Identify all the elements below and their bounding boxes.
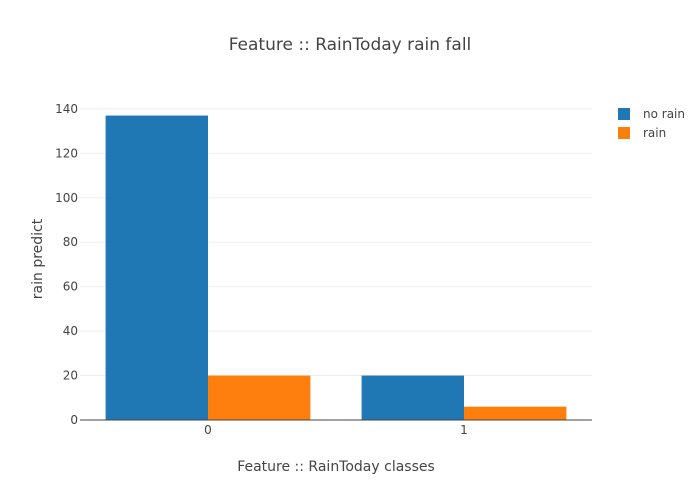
x-axis-title: Feature :: RainToday classes — [237, 459, 435, 475]
y-tick-label: 60 — [63, 280, 78, 294]
bar-rain-1[interactable] — [464, 406, 567, 420]
legend: no rain rain — [618, 107, 685, 140]
bar-no-rain-0[interactable] — [105, 115, 208, 421]
bar-no-rain-1[interactable] — [361, 375, 464, 420]
y-tick-label: 140 — [55, 102, 78, 116]
chart-title: Feature :: RainToday rain fall — [229, 35, 472, 55]
bars — [105, 115, 567, 421]
y-tick-label: 100 — [55, 191, 78, 205]
y-tick-label: 0 — [70, 413, 78, 427]
y-axis-title: rain predict — [30, 218, 46, 299]
legend-label-no-rain[interactable]: no rain — [643, 107, 685, 121]
legend-label-rain[interactable]: rain — [643, 126, 666, 140]
legend-swatch-no-rain[interactable] — [618, 108, 630, 120]
legend-swatch-rain[interactable] — [618, 127, 630, 139]
y-tick-label: 20 — [63, 369, 78, 383]
x-tick-label: 0 — [204, 423, 212, 437]
y-tick-labels: 0 20 40 60 80 100 120 140 — [55, 102, 78, 427]
x-tick-label: 1 — [460, 423, 468, 437]
y-tick-label: 40 — [63, 324, 78, 338]
y-tick-label: 120 — [55, 146, 78, 160]
y-tick-label: 80 — [63, 235, 78, 249]
bar-rain-0[interactable] — [208, 375, 311, 420]
